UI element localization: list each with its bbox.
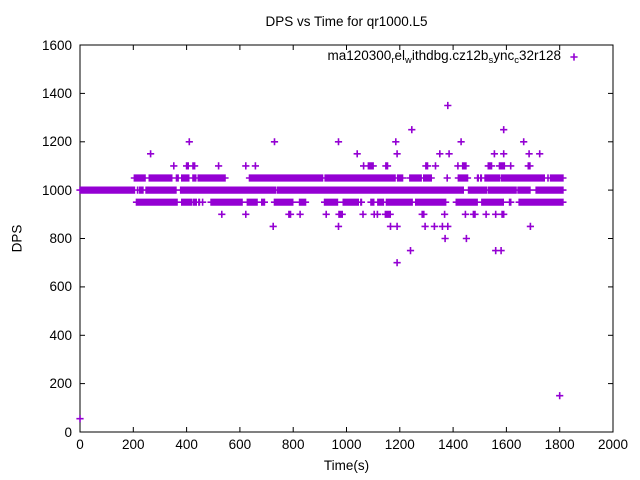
y-tick-label: 1000 <box>41 182 72 198</box>
y-tick-label: 0 <box>64 424 72 440</box>
x-tick-label: 1000 <box>331 437 362 452</box>
y-tick-label: 400 <box>49 327 72 343</box>
y-axis-title: DPS <box>9 224 25 253</box>
x-axis-title: Time(s) <box>323 458 370 473</box>
y-tick-label: 1400 <box>41 85 72 101</box>
legend-label-text: el <box>394 48 405 63</box>
axis-ticks <box>79 44 614 433</box>
legend-label-subscript: s <box>488 55 494 66</box>
x-tick-label: 1800 <box>544 437 575 452</box>
legend-label-text: ithdbg.cz12b <box>411 48 489 63</box>
x-tick-label: 1200 <box>384 437 415 452</box>
x-tick-label: 400 <box>175 437 198 452</box>
legend-label-text: 32r128 <box>518 48 561 63</box>
y-tick-label: 1600 <box>41 37 72 53</box>
y-tick-label: 200 <box>49 376 72 392</box>
x-tick-label: 600 <box>228 437 252 452</box>
y-tick-label: 1200 <box>41 134 72 150</box>
data-points-series <box>76 101 567 423</box>
x-tick-label: 0 <box>76 437 84 452</box>
y-tick-label: 800 <box>49 231 72 246</box>
legend-label-subscript: c <box>514 55 519 66</box>
legend-label-text: ma120300 <box>327 48 392 63</box>
x-tick-label: 2000 <box>597 437 629 452</box>
legend-label-subscript: r <box>391 55 395 66</box>
x-tick-label: 800 <box>281 437 305 452</box>
x-tick-label: 1600 <box>491 437 522 452</box>
y-tick-label: 600 <box>49 279 72 295</box>
legend-label-text: ync <box>493 48 515 63</box>
x-tick-label: 200 <box>122 437 145 452</box>
chart-title: DPS vs Time for qr1000.L5 <box>265 14 428 29</box>
legend-label: ma120300relwithdbg.cz12bsyncc32r128 <box>328 48 562 66</box>
legend-marker <box>570 53 578 61</box>
x-tick-label: 1400 <box>438 437 469 452</box>
legend-label-subscript: w <box>405 55 412 66</box>
plot-border <box>79 44 614 433</box>
